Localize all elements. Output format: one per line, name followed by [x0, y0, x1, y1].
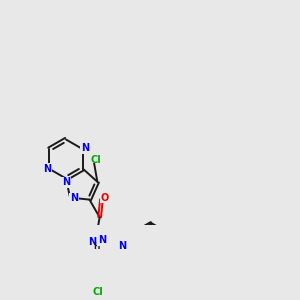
- Text: N: N: [70, 194, 78, 203]
- Text: N: N: [43, 164, 51, 174]
- Text: N: N: [98, 235, 106, 245]
- Text: N: N: [62, 177, 70, 188]
- Text: N: N: [118, 241, 126, 251]
- Text: H: H: [93, 242, 100, 251]
- Text: NH: NH: [88, 237, 104, 247]
- Text: Cl: Cl: [90, 155, 101, 166]
- Text: O: O: [101, 193, 109, 202]
- Text: Cl: Cl: [93, 287, 104, 297]
- Text: N: N: [81, 143, 89, 153]
